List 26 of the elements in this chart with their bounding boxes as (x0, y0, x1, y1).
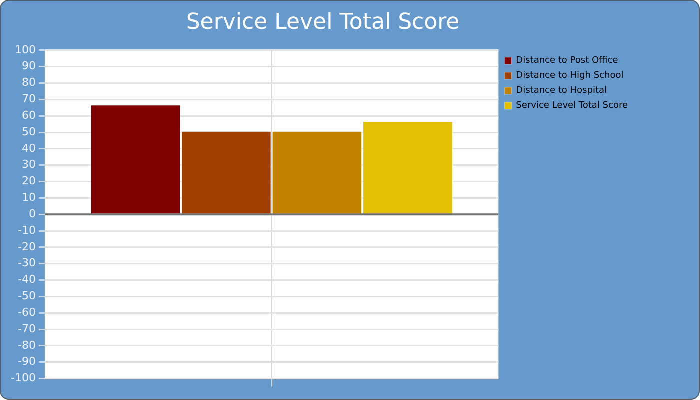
y-tick-label: -80 (18, 338, 36, 352)
legend-label: Distance to Hospital (516, 86, 608, 96)
y-tick-label: 100 (14, 43, 36, 56)
y-tick-label: 20 (22, 174, 36, 188)
chart-title: Service Level Total Score (186, 10, 460, 35)
y-tick-label: 60 (22, 108, 36, 122)
legend-label: Service Level Total Score (516, 101, 628, 112)
y-tick-label: -20 (18, 240, 36, 254)
y-tick-label: -60 (18, 306, 36, 319)
y-tick-label: 30 (22, 158, 36, 172)
y-tick-label: 40 (22, 142, 36, 155)
y-tick-label: 10 (22, 191, 36, 204)
legend-label: Distance to High School (516, 71, 624, 82)
y-tick-label: -90 (18, 355, 36, 368)
y-tick-label: -10 (18, 224, 36, 237)
y-tick-label: 0 (28, 207, 36, 220)
legend-label: Distance to Post Office (516, 56, 619, 66)
y-tick-label: 50 (22, 125, 36, 138)
y-tick-label: -70 (18, 322, 36, 336)
y-tick-label: 70 (22, 92, 36, 106)
y-tick-label: -40 (18, 273, 36, 286)
y-tick-label: -100 (10, 372, 36, 385)
y-tick-label: 80 (22, 76, 36, 90)
y-tick-label: -50 (18, 290, 36, 303)
y-tick-label: 90 (22, 60, 36, 73)
y-tick-label: -30 (18, 256, 36, 270)
